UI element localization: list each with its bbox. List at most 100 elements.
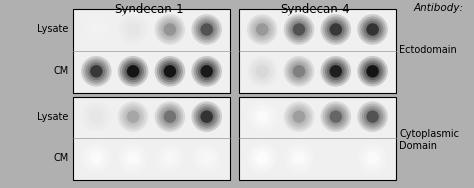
Ellipse shape: [201, 23, 213, 36]
Ellipse shape: [200, 152, 213, 164]
Ellipse shape: [334, 156, 338, 160]
Ellipse shape: [355, 54, 390, 89]
Ellipse shape: [256, 65, 268, 77]
Bar: [239, 97, 396, 180]
Ellipse shape: [284, 14, 314, 45]
Ellipse shape: [155, 14, 185, 45]
Ellipse shape: [320, 14, 351, 45]
Ellipse shape: [320, 101, 351, 132]
Ellipse shape: [362, 106, 383, 128]
Ellipse shape: [370, 156, 375, 160]
Ellipse shape: [290, 149, 308, 167]
Text: Lysate: Lysate: [37, 24, 69, 34]
Ellipse shape: [247, 101, 277, 132]
Ellipse shape: [288, 147, 310, 169]
Ellipse shape: [90, 23, 102, 36]
Ellipse shape: [366, 65, 379, 77]
Ellipse shape: [364, 21, 382, 38]
Ellipse shape: [359, 104, 386, 130]
Ellipse shape: [293, 65, 305, 77]
Ellipse shape: [79, 54, 114, 89]
Ellipse shape: [116, 141, 151, 176]
Ellipse shape: [327, 63, 345, 80]
Ellipse shape: [153, 54, 187, 89]
Ellipse shape: [258, 154, 266, 162]
Ellipse shape: [191, 143, 222, 173]
Ellipse shape: [198, 108, 216, 125]
Ellipse shape: [323, 104, 349, 130]
Ellipse shape: [118, 14, 148, 45]
Ellipse shape: [325, 60, 346, 82]
Ellipse shape: [258, 112, 266, 121]
Ellipse shape: [157, 16, 183, 43]
Ellipse shape: [131, 156, 135, 160]
Ellipse shape: [331, 112, 340, 121]
Ellipse shape: [124, 149, 142, 167]
Ellipse shape: [327, 149, 345, 167]
Ellipse shape: [282, 99, 317, 134]
Ellipse shape: [118, 101, 148, 132]
Ellipse shape: [202, 67, 211, 76]
Ellipse shape: [362, 19, 383, 40]
Ellipse shape: [168, 69, 172, 74]
Ellipse shape: [81, 14, 111, 45]
Ellipse shape: [200, 23, 213, 36]
Ellipse shape: [193, 145, 220, 171]
Ellipse shape: [129, 154, 137, 162]
Ellipse shape: [90, 23, 103, 36]
Ellipse shape: [168, 27, 172, 32]
Ellipse shape: [193, 58, 220, 84]
Ellipse shape: [357, 143, 388, 173]
Ellipse shape: [191, 56, 222, 87]
Ellipse shape: [286, 145, 312, 171]
Text: Lysate: Lysate: [37, 112, 69, 122]
Ellipse shape: [331, 25, 340, 34]
Ellipse shape: [204, 114, 209, 119]
Ellipse shape: [129, 67, 137, 76]
Ellipse shape: [90, 65, 103, 78]
Ellipse shape: [153, 99, 187, 134]
Text: CM: CM: [54, 153, 69, 163]
Ellipse shape: [164, 65, 176, 78]
Bar: [73, 97, 230, 180]
Ellipse shape: [127, 110, 140, 123]
Ellipse shape: [90, 152, 103, 164]
Ellipse shape: [329, 110, 342, 123]
Ellipse shape: [83, 58, 109, 84]
Ellipse shape: [127, 23, 140, 36]
Ellipse shape: [364, 149, 382, 167]
Ellipse shape: [245, 12, 280, 47]
Ellipse shape: [282, 54, 317, 89]
Ellipse shape: [330, 23, 342, 36]
Ellipse shape: [85, 19, 107, 40]
Ellipse shape: [251, 19, 273, 40]
Ellipse shape: [368, 25, 377, 34]
Ellipse shape: [155, 56, 185, 87]
Ellipse shape: [323, 16, 349, 43]
Ellipse shape: [120, 104, 146, 130]
Ellipse shape: [355, 141, 390, 176]
Ellipse shape: [127, 152, 140, 164]
Ellipse shape: [159, 106, 181, 128]
Ellipse shape: [366, 110, 379, 123]
Ellipse shape: [201, 111, 213, 123]
Ellipse shape: [168, 156, 172, 160]
Ellipse shape: [290, 108, 308, 125]
Ellipse shape: [323, 58, 349, 84]
Ellipse shape: [297, 156, 301, 160]
Ellipse shape: [292, 23, 306, 36]
Ellipse shape: [127, 65, 140, 78]
Ellipse shape: [297, 114, 301, 119]
Ellipse shape: [88, 63, 105, 80]
Ellipse shape: [292, 152, 306, 164]
Ellipse shape: [251, 106, 273, 128]
Ellipse shape: [247, 143, 277, 173]
Ellipse shape: [131, 114, 135, 119]
Ellipse shape: [83, 145, 109, 171]
Ellipse shape: [189, 54, 224, 89]
Ellipse shape: [320, 56, 351, 87]
Ellipse shape: [153, 141, 187, 176]
Ellipse shape: [256, 23, 268, 36]
Ellipse shape: [323, 145, 349, 171]
Ellipse shape: [81, 143, 111, 173]
